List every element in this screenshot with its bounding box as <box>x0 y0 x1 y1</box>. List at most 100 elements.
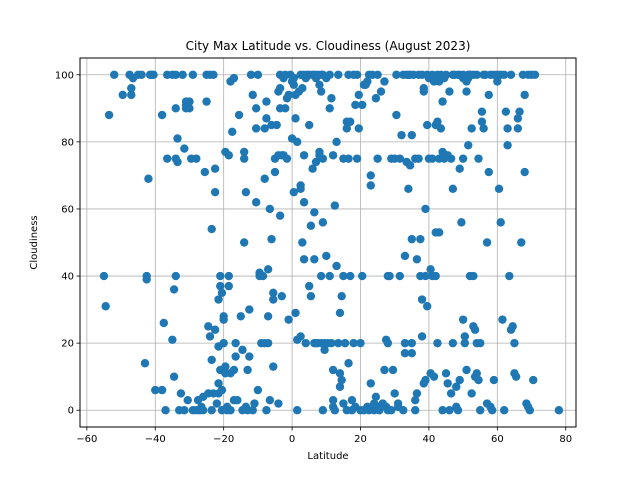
data-point <box>282 154 292 163</box>
data-point <box>388 365 398 375</box>
data-point <box>293 406 302 415</box>
data-point <box>476 338 485 348</box>
data-point <box>421 271 430 281</box>
data-point <box>226 406 235 415</box>
data-point <box>275 211 285 220</box>
data-point <box>171 104 180 113</box>
data-point <box>351 100 360 110</box>
data-point <box>104 110 114 120</box>
data-point <box>248 90 257 100</box>
data-point <box>251 124 261 133</box>
data-point <box>291 308 300 318</box>
data-point <box>387 406 396 415</box>
data-point <box>205 332 215 341</box>
data-point <box>284 315 293 324</box>
data-point <box>239 238 249 247</box>
data-point <box>395 271 405 281</box>
x-tick-label: −20 <box>213 434 234 445</box>
data-point <box>245 352 254 361</box>
data-point <box>417 332 427 341</box>
data-point <box>231 352 240 361</box>
y-tick-label: 80 <box>61 137 74 148</box>
data-point <box>472 369 481 378</box>
data-point <box>253 70 263 79</box>
data-point <box>529 375 538 385</box>
data-point <box>209 70 218 79</box>
data-point <box>371 94 381 103</box>
data-point <box>260 124 269 133</box>
data-point <box>101 302 110 311</box>
data-point <box>221 362 230 371</box>
data-point <box>484 90 493 100</box>
data-point <box>354 90 363 100</box>
data-point <box>178 70 187 79</box>
data-point <box>183 395 192 405</box>
data-point <box>149 70 158 79</box>
data-point <box>392 110 401 120</box>
data-point <box>399 406 408 415</box>
data-point <box>443 379 452 388</box>
data-point <box>554 406 564 415</box>
data-point <box>219 338 228 348</box>
data-point <box>460 332 470 341</box>
data-point <box>460 338 470 348</box>
data-point <box>216 281 225 291</box>
data-point <box>487 406 497 415</box>
data-point <box>380 365 389 375</box>
data-point <box>436 124 446 133</box>
data-point <box>395 154 405 163</box>
data-point <box>354 124 363 133</box>
data-point <box>275 83 285 93</box>
data-point <box>318 154 328 163</box>
data-point <box>505 271 514 281</box>
data-point <box>474 154 483 163</box>
data-point <box>467 389 476 398</box>
data-point <box>250 399 259 408</box>
y-tick-label: 100 <box>55 70 74 81</box>
data-point <box>229 73 239 83</box>
data-point <box>315 80 324 90</box>
data-point <box>334 70 343 79</box>
data-point <box>332 261 341 271</box>
data-point <box>397 130 406 140</box>
data-point <box>258 271 268 281</box>
data-point <box>458 315 468 324</box>
data-point <box>140 359 150 368</box>
data-point <box>173 157 182 167</box>
data-point <box>332 137 341 147</box>
data-point <box>277 291 287 301</box>
data-point <box>200 167 210 177</box>
data-point <box>356 338 365 348</box>
data-point <box>407 349 417 358</box>
data-point <box>284 90 293 100</box>
data-point <box>163 154 172 163</box>
data-point <box>366 171 375 180</box>
data-point <box>339 399 348 408</box>
data-point <box>421 204 430 214</box>
data-point <box>476 406 485 415</box>
data-point <box>392 70 401 79</box>
data-point <box>299 198 309 207</box>
data-point <box>349 338 358 348</box>
data-point <box>207 355 216 365</box>
data-point <box>385 271 394 281</box>
data-point <box>347 395 357 405</box>
data-point <box>400 338 410 348</box>
data-point <box>245 305 254 314</box>
data-point <box>352 70 362 79</box>
data-point <box>281 104 290 113</box>
data-point <box>243 365 252 375</box>
data-point <box>411 406 420 415</box>
data-point <box>171 70 180 79</box>
data-point <box>508 322 517 331</box>
y-tick-label: 0 <box>68 406 74 417</box>
data-point <box>363 77 372 86</box>
data-point <box>344 154 353 163</box>
data-point <box>479 124 488 133</box>
data-point <box>503 124 512 133</box>
data-point <box>334 338 343 348</box>
data-point <box>337 375 346 385</box>
data-point <box>412 255 422 264</box>
